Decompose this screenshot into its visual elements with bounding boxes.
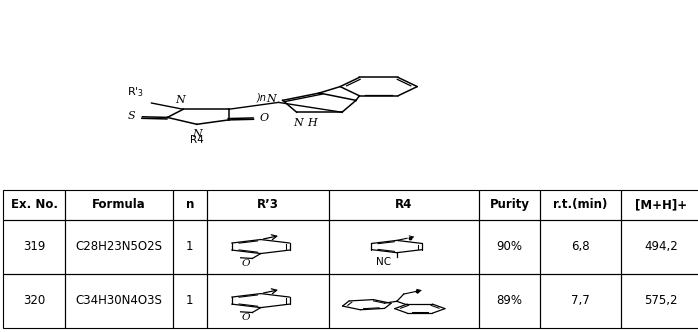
Text: 89%: 89% (496, 294, 523, 307)
Bar (3, 190, 65, 219)
Bar (329, 219, 479, 274)
Bar (207, 190, 329, 219)
Text: 90%: 90% (496, 240, 523, 253)
Bar (540, 274, 621, 328)
Bar (207, 219, 329, 274)
Text: NC: NC (376, 257, 391, 267)
Bar (65, 219, 173, 274)
Bar (65, 274, 173, 328)
Text: R4: R4 (395, 199, 413, 211)
Text: 494,2: 494,2 (644, 240, 678, 253)
Bar (540, 190, 621, 219)
Text: R4: R4 (190, 135, 204, 145)
Text: )n: )n (257, 93, 267, 103)
Bar (540, 219, 621, 274)
Bar (329, 190, 479, 219)
Text: S: S (128, 111, 135, 121)
Text: 6,8: 6,8 (571, 240, 590, 253)
Text: O: O (259, 113, 268, 123)
Bar (479, 274, 540, 328)
Bar (329, 274, 479, 328)
Bar (207, 274, 329, 328)
Bar (65, 190, 173, 219)
Text: C34H30N4O3S: C34H30N4O3S (75, 294, 163, 307)
Text: N: N (266, 94, 276, 104)
Text: 319: 319 (23, 240, 45, 253)
Text: N: N (192, 129, 202, 139)
Bar (173, 190, 207, 219)
Bar (621, 190, 698, 219)
Bar (621, 219, 698, 274)
Text: 7,7: 7,7 (571, 294, 590, 307)
Text: 575,2: 575,2 (644, 294, 678, 307)
Text: 320: 320 (23, 294, 45, 307)
Text: r.t.(min): r.t.(min) (554, 199, 607, 211)
Bar (479, 190, 540, 219)
Text: R’3: R’3 (257, 199, 279, 211)
Text: O: O (242, 313, 250, 322)
Bar (3, 274, 65, 328)
Text: N: N (175, 95, 184, 106)
Text: R'$_3$: R'$_3$ (127, 85, 144, 99)
Text: Purity: Purity (489, 199, 530, 211)
Text: n: n (186, 199, 194, 211)
Bar (173, 219, 207, 274)
Bar (621, 274, 698, 328)
Bar (479, 219, 540, 274)
Text: Formula: Formula (92, 199, 146, 211)
Text: N: N (293, 118, 303, 128)
Text: H: H (307, 118, 317, 128)
Text: O: O (242, 259, 250, 268)
Text: Ex. No.: Ex. No. (10, 199, 58, 211)
Text: 1: 1 (186, 294, 193, 307)
Text: 1: 1 (186, 240, 193, 253)
Text: C28H23N5O2S: C28H23N5O2S (75, 240, 163, 253)
Bar (3, 219, 65, 274)
Bar (173, 274, 207, 328)
Text: [M+H]+: [M+H]+ (635, 199, 687, 211)
